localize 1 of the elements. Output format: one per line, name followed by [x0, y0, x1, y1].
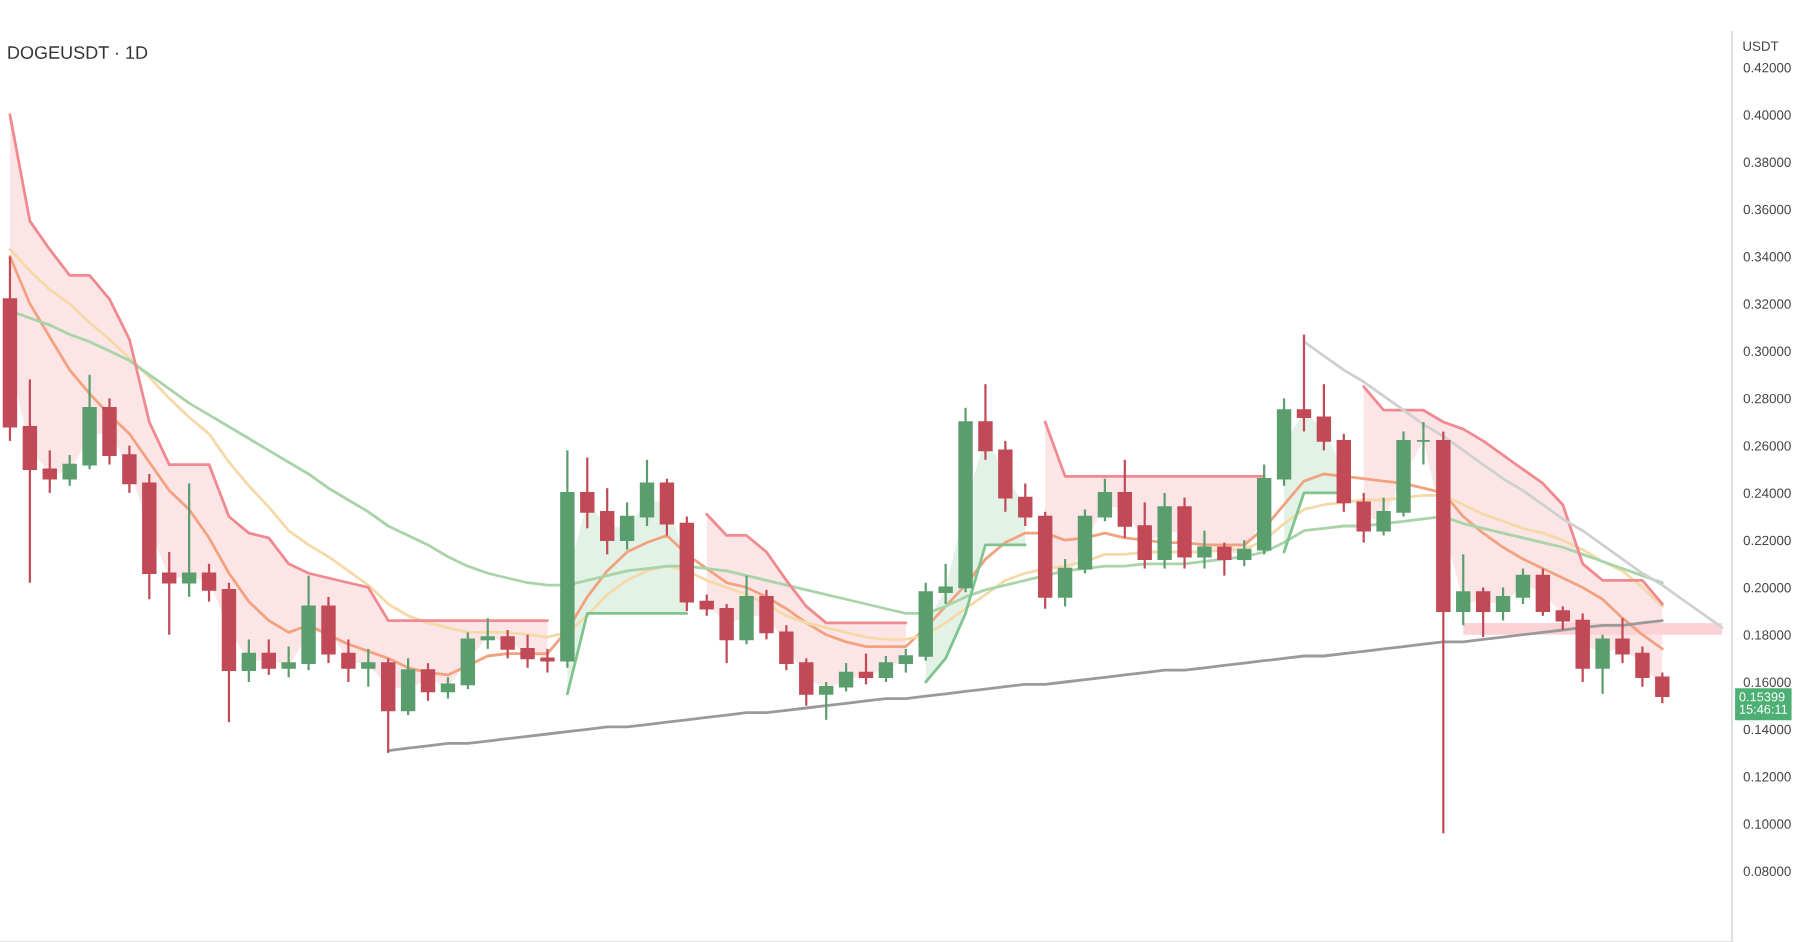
text: DOGEUSDT · 1D: [8, 46, 148, 59]
